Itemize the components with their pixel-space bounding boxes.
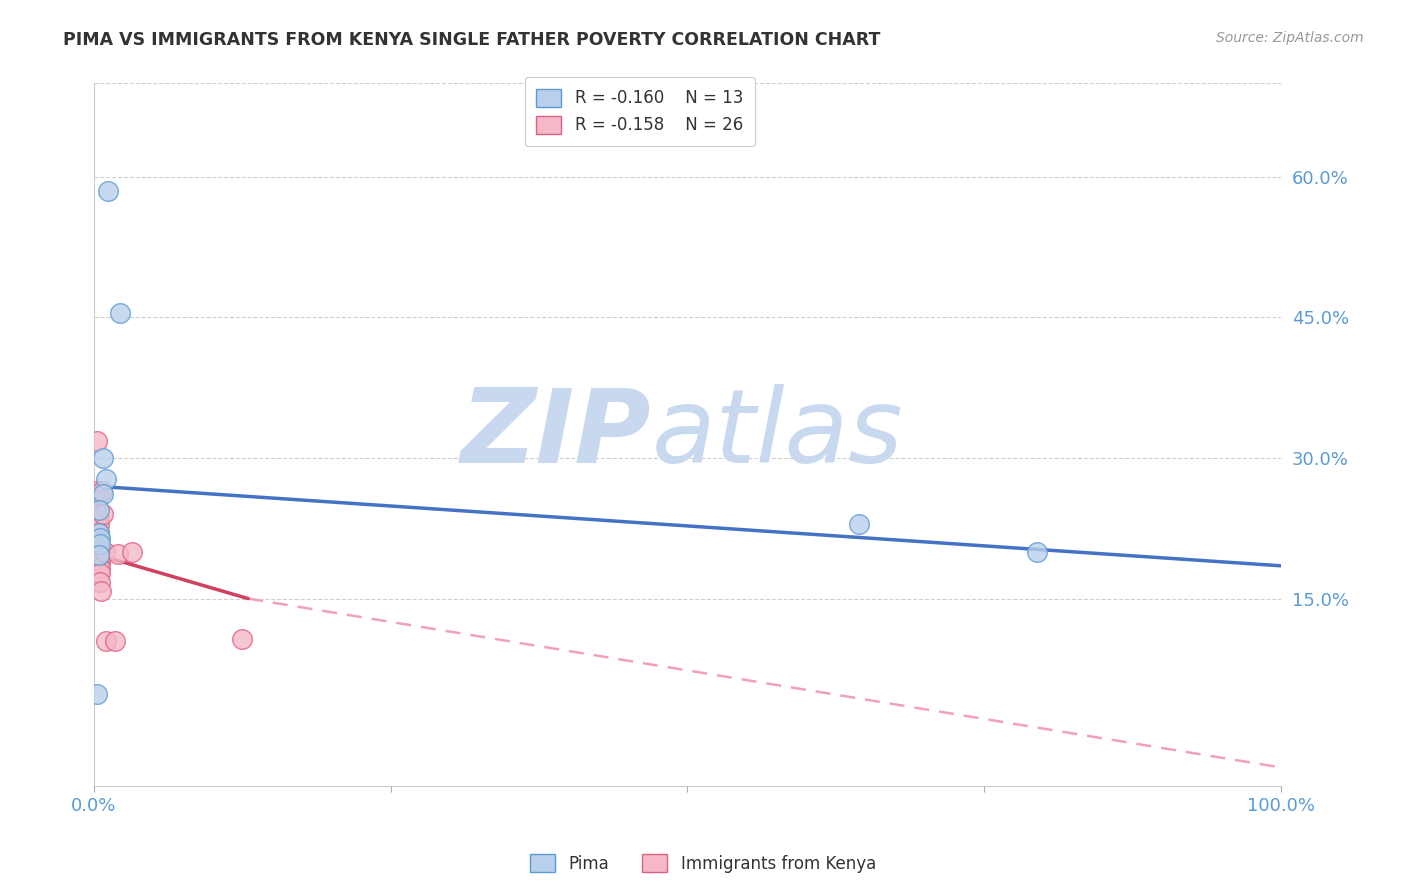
Point — [90, 584, 112, 599]
Point — [94, 472, 117, 486]
Point — [86, 483, 108, 498]
Point — [89, 537, 111, 551]
Point — [87, 545, 110, 559]
Point — [86, 493, 108, 508]
Point — [89, 574, 111, 589]
Point — [107, 547, 129, 561]
Point — [87, 518, 110, 533]
Text: ZIP: ZIP — [461, 384, 651, 485]
Point — [93, 545, 115, 559]
Point — [94, 633, 117, 648]
Point — [87, 525, 110, 540]
Point — [86, 434, 108, 448]
Point — [87, 512, 110, 526]
Point — [87, 540, 110, 554]
Point — [89, 556, 111, 570]
Point — [93, 486, 115, 500]
Point — [89, 547, 111, 561]
Point — [87, 525, 110, 540]
Point — [86, 507, 108, 521]
Legend: Pima, Immigrants from Kenya: Pima, Immigrants from Kenya — [523, 847, 883, 880]
Point — [89, 560, 111, 574]
Point — [231, 632, 253, 646]
Point — [97, 184, 120, 198]
Point — [87, 548, 110, 562]
Point — [104, 633, 127, 648]
Point — [86, 687, 108, 701]
Text: PIMA VS IMMIGRANTS FROM KENYA SINGLE FATHER POVERTY CORRELATION CHART: PIMA VS IMMIGRANTS FROM KENYA SINGLE FAT… — [63, 31, 880, 49]
Point — [91, 483, 114, 498]
Point — [89, 531, 111, 545]
Point — [87, 531, 110, 545]
Legend: R = -0.160    N = 13, R = -0.158    N = 26: R = -0.160 N = 13, R = -0.158 N = 26 — [524, 77, 755, 146]
Point — [93, 450, 115, 465]
Point — [848, 516, 870, 531]
Point — [108, 305, 131, 319]
Point — [87, 535, 110, 549]
Point — [93, 507, 115, 521]
Text: Source: ZipAtlas.com: Source: ZipAtlas.com — [1216, 31, 1364, 45]
Point — [121, 545, 143, 559]
Text: atlas: atlas — [651, 384, 903, 484]
Point — [87, 502, 110, 516]
Point — [89, 552, 111, 566]
Point — [1026, 545, 1049, 559]
Point — [89, 566, 111, 581]
